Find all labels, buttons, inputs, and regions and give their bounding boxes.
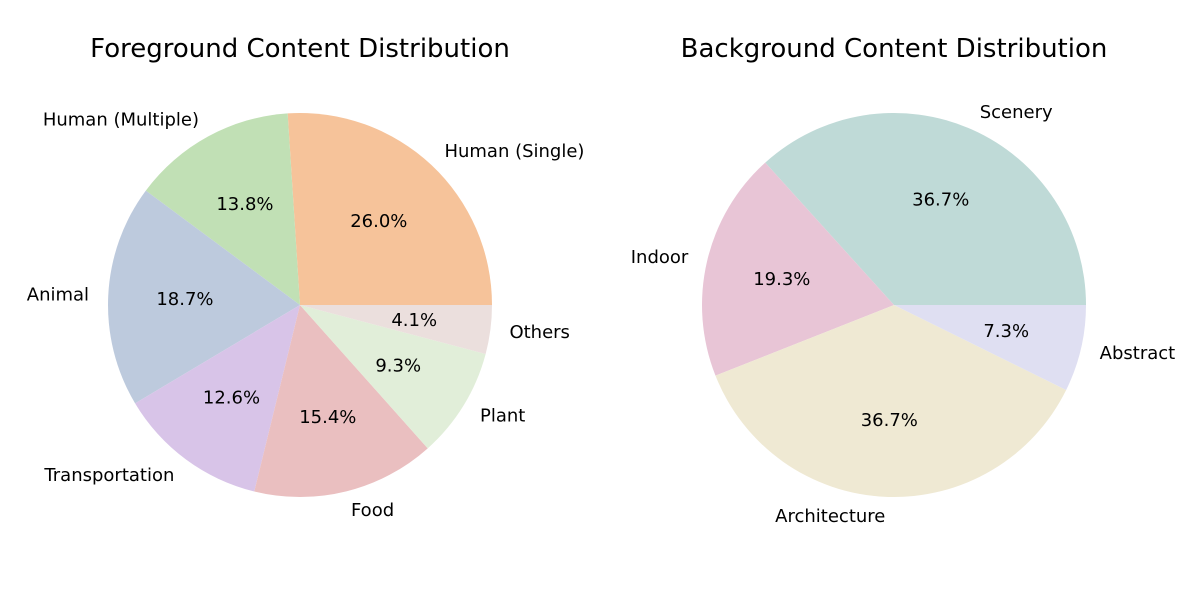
background-chart-title: Background Content Distribution (681, 34, 1108, 64)
foreground-pct-label-plant: 9.3% (375, 355, 421, 376)
background-slice-scenery (765, 113, 1086, 305)
foreground-category-label-human-single: Human (Single) (444, 141, 584, 162)
background-pct-label-scenery: 36.7% (912, 190, 969, 211)
foreground-pct-label-animal: 18.7% (156, 289, 213, 310)
foreground-category-label-animal: Animal (27, 284, 89, 305)
foreground-category-label-others: Others (509, 322, 570, 343)
foreground-slice-food (254, 305, 428, 497)
background-labels: 36.7% Scenery 19.3% Indoor 36.7% Architecture… (631, 102, 1175, 527)
foreground-slice-plant (300, 305, 486, 449)
foreground-category-label-food: Food (351, 500, 394, 521)
foreground-pie-chart: Foreground Content Distribution 26.0% Hum… (27, 34, 585, 521)
foreground-slice-human-single (287, 113, 492, 305)
foreground-pct-label-food: 15.4% (299, 407, 356, 428)
foreground-slice-transportation (135, 305, 300, 492)
foreground-pct-label-others: 4.1% (391, 310, 437, 331)
background-pie-chart: Background Content Distribution 36.7% Sce… (631, 34, 1175, 527)
foreground-pct-label-human-single: 26.0% (350, 211, 407, 232)
background-category-label-abstract: Abstract (1100, 343, 1176, 364)
foreground-category-label-transportation: Transportation (43, 465, 174, 486)
foreground-slice-others (300, 305, 492, 354)
foreground-pct-label-human-multiple: 13.8% (216, 194, 273, 215)
background-pct-label-architecture: 36.7% (861, 410, 918, 431)
foreground-slices (108, 113, 492, 497)
background-slices (701, 113, 1086, 498)
foreground-pct-label-transportation: 12.6% (203, 388, 260, 409)
foreground-category-label-plant: Plant (480, 405, 525, 426)
foreground-slice-human-multiple (145, 113, 300, 306)
background-category-label-scenery: Scenery (980, 102, 1053, 123)
background-slice-indoor (701, 162, 894, 376)
background-slice-abstract (894, 305, 1086, 391)
background-pct-label-indoor: 19.3% (753, 269, 810, 290)
foreground-category-label-human-multiple: Human (Multiple) (43, 110, 199, 131)
background-category-label-indoor: Indoor (631, 247, 689, 268)
foreground-slice-animal (108, 190, 300, 404)
foreground-chart-title: Foreground Content Distribution (90, 34, 510, 64)
background-category-label-architecture: Architecture (775, 506, 885, 527)
background-pct-label-abstract: 7.3% (983, 321, 1029, 342)
foreground-labels: 26.0% Human (Single) 13.8% Human (Multiple)… (27, 110, 585, 521)
background-slice-architecture (715, 305, 1067, 498)
